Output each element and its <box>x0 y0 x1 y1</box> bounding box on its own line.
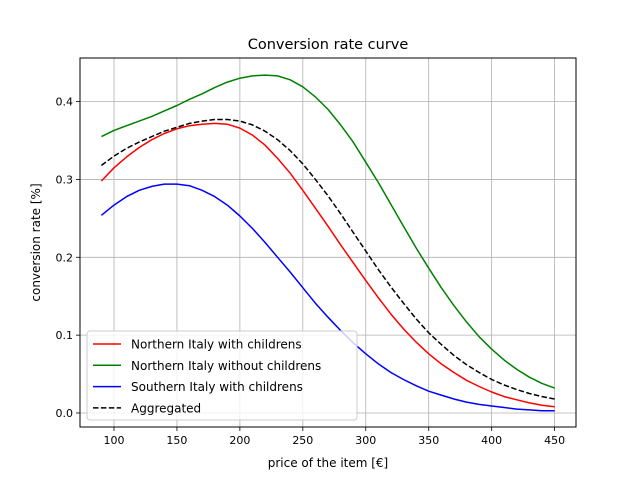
x-tick-label: 150 <box>166 434 187 447</box>
x-tick-label: 450 <box>544 434 565 447</box>
series-line-2 <box>101 74 555 389</box>
legend-box <box>86 330 358 421</box>
x-tick-label: 400 <box>481 434 502 447</box>
plot-frame <box>79 57 577 428</box>
legend-label-4: Aggregated <box>131 401 201 415</box>
series-line-3 <box>100 183 555 412</box>
y-tick-label: 0.0 <box>56 407 74 420</box>
y-tick-label: 0.1 <box>56 329 74 342</box>
x-tick-label: 350 <box>418 434 439 447</box>
series-group <box>100 74 555 412</box>
x-tick-label: 300 <box>355 434 376 447</box>
y-tick-label: 0.3 <box>56 173 74 186</box>
series-line-1 <box>100 122 555 408</box>
series-line-4 <box>100 118 555 400</box>
axis-ticks: 100 150 200 250 300 350 400 450 0.0 0.1 0.2 0.3 0.4 <box>56 96 566 447</box>
legend-label-3: Southern Italy with childrens <box>131 380 303 394</box>
y-axis-label: conversion rate [%] <box>29 183 43 301</box>
x-axis-label: price of the item [€] <box>268 456 389 470</box>
y-tick-label: 0.2 <box>56 251 74 264</box>
x-tick-label: 100 <box>103 434 124 447</box>
x-tick-label: 250 <box>292 434 313 447</box>
y-tick-label: 0.4 <box>56 96 74 109</box>
legend: Northern Italy with childrens Northern It… <box>86 330 358 421</box>
legend-label-1: Northern Italy with childrens <box>131 338 302 352</box>
legend-label-2: Northern Italy without childrens <box>131 359 321 373</box>
chart-title: Conversion rate curve <box>248 37 409 53</box>
x-tick-label: 200 <box>229 434 250 447</box>
